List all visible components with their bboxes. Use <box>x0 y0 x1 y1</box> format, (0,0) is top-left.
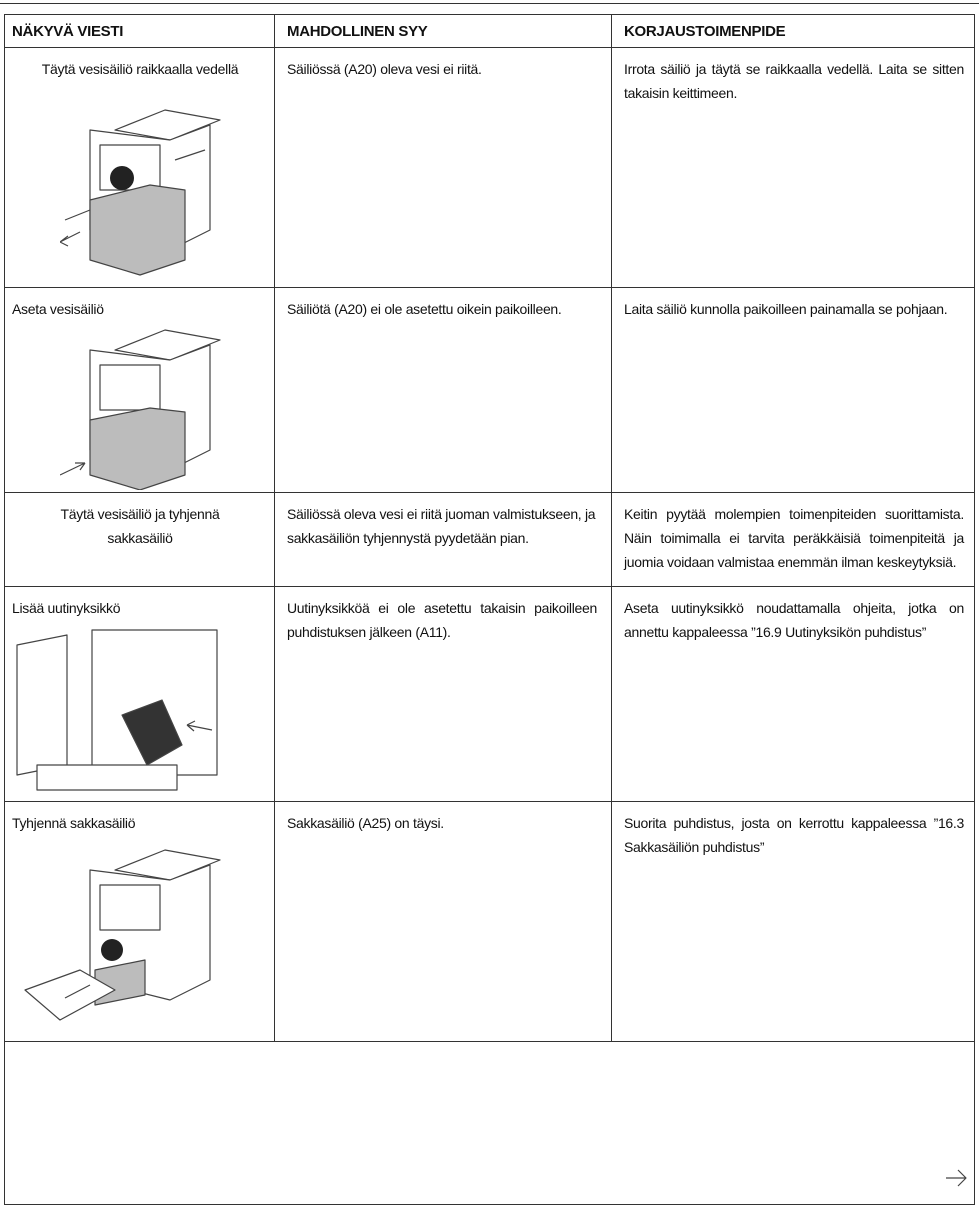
illustration <box>60 109 221 276</box>
rule <box>4 492 975 493</box>
cause: Säiliötä (A20) ei ole asetettu oikein pa… <box>287 301 562 317</box>
top-rule <box>0 3 979 4</box>
rule <box>4 14 5 1205</box>
cause: Uutinyksikköä ei ole asetettu takaisin p… <box>287 600 597 640</box>
action: Irrota säiliö ja täytä se raikkaalla ved… <box>624 61 964 101</box>
message: Täytä vesisäiliö raikkaalla vedellä <box>41 61 239 77</box>
message: Tyhjennä sakkasäiliö <box>12 815 136 831</box>
rule <box>4 801 975 802</box>
action: Aseta uutinyksikkö noudattamalla ohjeita… <box>624 600 964 640</box>
header-cell: NÄKYVÄ VIESTI <box>12 23 124 40</box>
cause: Säiliössä (A20) oleva vesi ei riitä. <box>287 61 482 77</box>
illustration <box>16 629 218 791</box>
rule <box>4 14 975 15</box>
rule <box>4 586 975 587</box>
rule <box>974 14 975 1205</box>
message: Täytä vesisäiliö ja tyhjennä sakkasäiliö <box>60 506 220 546</box>
message: Aseta vesisäiliö <box>12 301 104 317</box>
illustration <box>24 849 221 1021</box>
action: Laita säiliö kunnolla paikoilleen painam… <box>624 301 948 317</box>
cause: Sakkasäiliö (A25) on täysi. <box>287 815 444 831</box>
header-cell: MAHDOLLINEN SYY <box>287 23 428 40</box>
illustration <box>60 329 221 490</box>
next-arrow <box>946 1169 967 1187</box>
rule <box>4 287 975 288</box>
message: Lisää uutinyksikkö <box>12 600 121 616</box>
rule <box>611 14 612 1041</box>
cause: Säiliössä oleva vesi ei riitä juoman val… <box>287 506 596 546</box>
action: Suorita puhdistus, josta on kerrottu kap… <box>624 815 964 855</box>
rule <box>4 1041 975 1042</box>
rule <box>274 14 275 1041</box>
action: Keitin pyytää molempien toimenpiteiden s… <box>624 506 964 570</box>
rule <box>4 47 975 48</box>
header-cell: KORJAUSTOIMENPIDE <box>624 23 786 40</box>
rule <box>4 1204 975 1205</box>
